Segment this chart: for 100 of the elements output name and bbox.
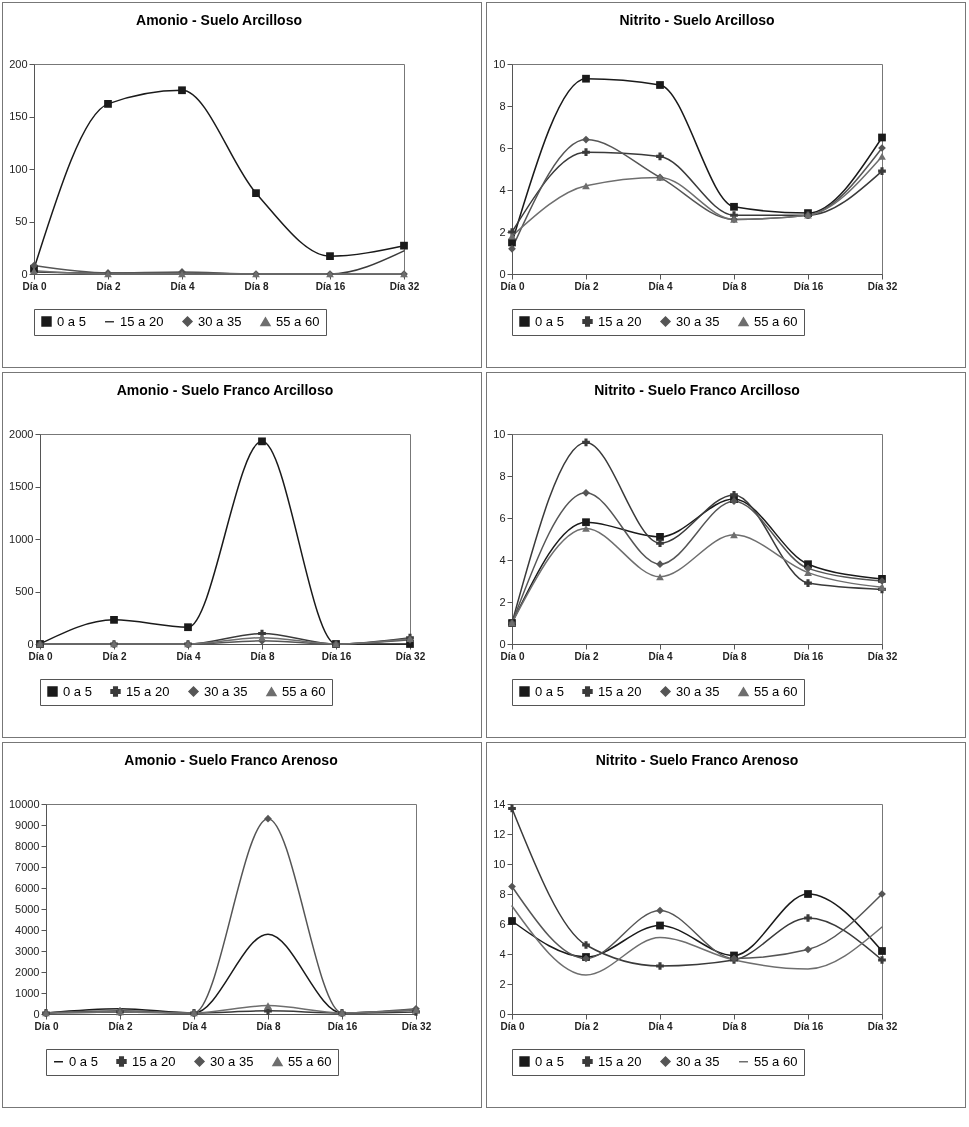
y-tick-label: 4 bbox=[499, 183, 506, 196]
y-tick-label: 10000 bbox=[8, 797, 40, 810]
x-tick-label: Día 8 bbox=[722, 280, 747, 292]
x-tick-label: Día 32 bbox=[867, 280, 898, 292]
legend-label: 55 a 60 bbox=[754, 1053, 798, 1069]
chart-title: Nitrito - Suelo Franco Arcilloso bbox=[594, 382, 800, 398]
y-tick-label: 8 bbox=[499, 99, 506, 112]
chart-title: Nitrito - Suelo Franco Arenoso bbox=[595, 752, 799, 768]
y-tick-label: 6000 bbox=[15, 881, 40, 894]
x-tick-label: Día 16 bbox=[793, 280, 824, 292]
x-tick-label: Día 16 bbox=[321, 650, 352, 662]
y-tick-label: 0 bbox=[499, 267, 506, 280]
x-tick-label: Día 0 bbox=[22, 280, 47, 292]
y-tick-label: 6 bbox=[499, 141, 506, 154]
legend-label: 0 a 5 bbox=[63, 683, 92, 699]
x-tick-label: Día 4 bbox=[648, 1020, 673, 1032]
legend-label: 30 a 35 bbox=[210, 1053, 254, 1069]
x-tick-label: Día 4 bbox=[170, 280, 195, 292]
chart-title: Amonio - Suelo Arcilloso bbox=[136, 12, 302, 28]
x-tick-label: Día 8 bbox=[250, 650, 275, 662]
y-tick-label: 1000 bbox=[15, 986, 40, 999]
x-tick-label: Día 0 bbox=[28, 650, 53, 662]
legend-label: 55 a 60 bbox=[754, 313, 798, 329]
x-tick-label: Día 16 bbox=[327, 1020, 358, 1032]
x-tick-label: Día 32 bbox=[389, 280, 420, 292]
legend-label: 15 a 20 bbox=[126, 683, 170, 699]
y-tick-label: 100 bbox=[9, 162, 28, 175]
legend-label: 55 a 60 bbox=[276, 313, 320, 329]
x-tick-label: Día 2 bbox=[574, 650, 599, 662]
x-tick-label: Día 8 bbox=[256, 1020, 281, 1032]
y-tick-label: 1000 bbox=[9, 532, 34, 545]
y-tick-label: 5000 bbox=[15, 902, 40, 915]
y-tick-label: 4000 bbox=[15, 923, 40, 936]
x-tick-label: Día 0 bbox=[500, 1020, 525, 1032]
y-tick-label: 10 bbox=[493, 857, 506, 870]
legend-label: 30 a 35 bbox=[676, 683, 720, 699]
x-tick-label: Día 8 bbox=[722, 650, 747, 662]
y-tick-label: 8 bbox=[499, 469, 506, 482]
y-tick-label: 2000 bbox=[15, 965, 40, 978]
legend-label: 15 a 20 bbox=[120, 313, 164, 329]
y-tick-label: 3000 bbox=[15, 944, 40, 957]
x-tick-label: Día 2 bbox=[574, 280, 599, 292]
y-tick-label: 8000 bbox=[15, 839, 40, 852]
x-tick-label: Día 32 bbox=[867, 650, 898, 662]
chart-title: Amonio - Suelo Franco Arenoso bbox=[124, 752, 338, 768]
x-tick-label: Día 2 bbox=[574, 1020, 599, 1032]
y-tick-label: 2 bbox=[499, 595, 506, 608]
legend-label: 30 a 35 bbox=[676, 1053, 720, 1069]
y-tick-label: 0 bbox=[33, 1007, 40, 1020]
y-tick-label: 0 bbox=[27, 637, 34, 650]
x-tick-label: Día 4 bbox=[648, 650, 673, 662]
chart-title: Nitrito - Suelo Arcilloso bbox=[619, 12, 775, 28]
y-tick-label: 14 bbox=[493, 797, 506, 810]
legend-label: 55 a 60 bbox=[754, 683, 798, 699]
x-tick-label: Día 0 bbox=[500, 280, 525, 292]
x-tick-label: Día 4 bbox=[176, 650, 201, 662]
legend-label: 0 a 5 bbox=[57, 313, 86, 329]
y-tick-label: 8 bbox=[499, 887, 506, 900]
x-tick-label: Día 8 bbox=[722, 1020, 747, 1032]
legend-label: 30 a 35 bbox=[198, 313, 242, 329]
y-tick-label: 2 bbox=[499, 225, 506, 238]
legend-label: 15 a 20 bbox=[598, 683, 642, 699]
legend-label: 55 a 60 bbox=[288, 1053, 332, 1069]
legend-label: 15 a 20 bbox=[598, 1053, 642, 1069]
x-tick-label: Día 32 bbox=[401, 1020, 432, 1032]
legend-label: 0 a 5 bbox=[535, 683, 564, 699]
y-tick-label: 150 bbox=[9, 110, 28, 122]
x-tick-label: Día 4 bbox=[648, 280, 673, 292]
y-tick-label: 1500 bbox=[9, 480, 34, 492]
y-tick-label: 0 bbox=[499, 1007, 506, 1020]
x-tick-label: Día 2 bbox=[96, 280, 121, 292]
x-tick-label: Día 2 bbox=[108, 1020, 133, 1032]
legend-label: 0 a 5 bbox=[535, 1053, 564, 1069]
legend-label: 15 a 20 bbox=[598, 313, 642, 329]
y-tick-label: 6 bbox=[499, 511, 506, 524]
legend-label: 15 a 20 bbox=[132, 1053, 176, 1069]
x-tick-label: Día 2 bbox=[102, 650, 127, 662]
y-tick-label: 4 bbox=[499, 947, 506, 960]
legend-label: 0 a 5 bbox=[69, 1053, 98, 1069]
y-tick-label: 4 bbox=[499, 553, 506, 566]
x-tick-label: Día 32 bbox=[867, 1020, 898, 1032]
y-tick-label: 200 bbox=[9, 57, 28, 70]
chart-title: Amonio - Suelo Franco Arcilloso bbox=[116, 382, 334, 398]
x-tick-label: Día 0 bbox=[34, 1020, 59, 1032]
x-tick-label: Día 16 bbox=[793, 1020, 824, 1032]
y-tick-label: 6 bbox=[499, 917, 506, 930]
legend-label: 0 a 5 bbox=[535, 313, 564, 329]
y-tick-label: 2 bbox=[499, 977, 506, 990]
x-tick-label: Día 32 bbox=[395, 650, 426, 662]
x-tick-label: Día 0 bbox=[500, 650, 525, 662]
legend-label: 30 a 35 bbox=[676, 313, 720, 329]
y-tick-label: 10 bbox=[493, 57, 506, 70]
y-tick-label: 12 bbox=[493, 827, 506, 840]
x-tick-label: Día 16 bbox=[315, 280, 346, 292]
y-tick-label: 500 bbox=[15, 585, 34, 597]
y-tick-label: 9000 bbox=[15, 818, 40, 831]
legend-label: 55 a 60 bbox=[282, 683, 326, 699]
y-tick-label: 0 bbox=[499, 637, 506, 650]
y-tick-label: 10 bbox=[493, 427, 506, 440]
x-tick-label: Día 16 bbox=[793, 650, 824, 662]
